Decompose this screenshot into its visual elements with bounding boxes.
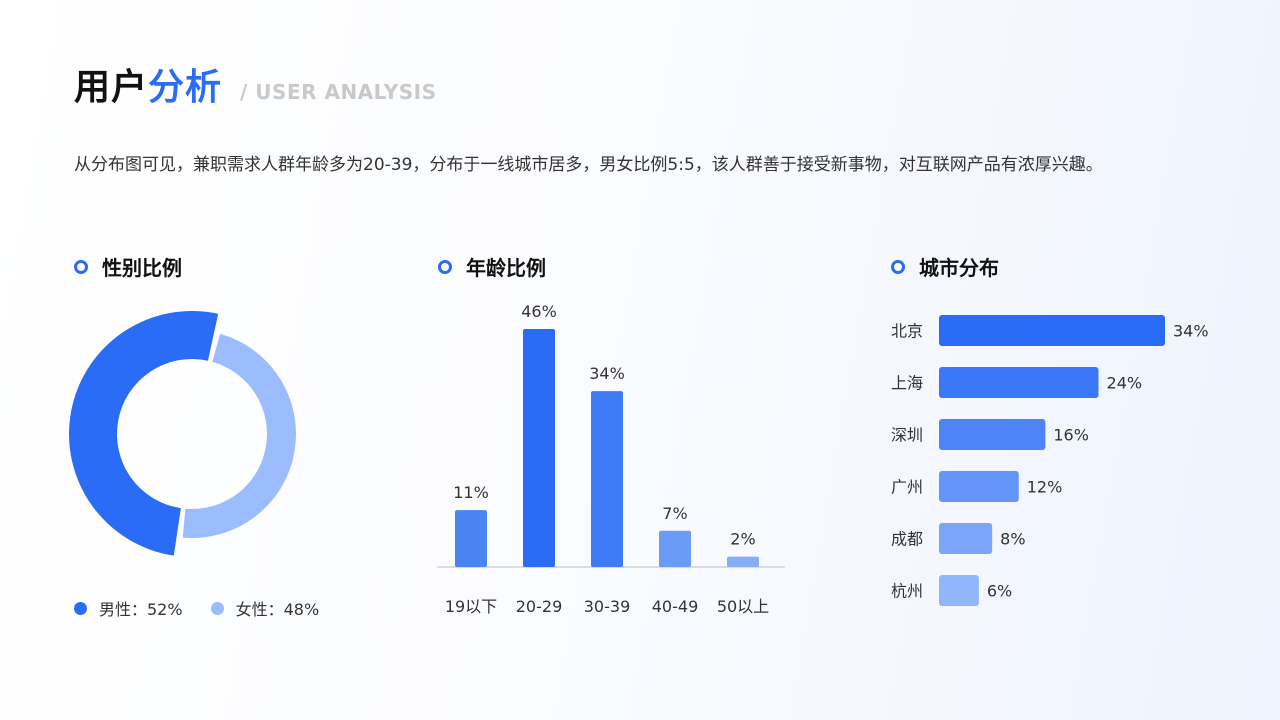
age-bar-value-label: 7% <box>662 504 687 523</box>
age-bar-value-label: 11% <box>453 483 489 502</box>
section-age: 年龄比例 <box>438 252 546 281</box>
section-city: 城市分布 <box>891 252 999 281</box>
city-bar <box>939 523 993 554</box>
age-bar <box>523 329 555 567</box>
city-bar-value-label: 6% <box>987 582 1012 601</box>
section-gender: 性别比例 <box>74 252 182 281</box>
city-category-label: 广州 <box>891 478 923 497</box>
city-category-label: 上海 <box>891 374 923 393</box>
age-bar <box>727 556 759 567</box>
age-bar-chart: 11% 19以下 46% 20-29 34% 30-39 7% 40-49 2% 50以上 <box>437 302 785 616</box>
age-bar <box>455 510 487 567</box>
city-bar-value-label: 12% <box>1027 478 1063 497</box>
city-bar-value-label: 24% <box>1107 374 1143 393</box>
age-bar-value-label: 46% <box>521 302 557 321</box>
city-bar-value-label: 8% <box>1000 530 1025 549</box>
legend-item-female: 女性：48% <box>210 596 320 620</box>
city-bar-value-label: 16% <box>1053 426 1089 445</box>
age-category-label: 20-29 <box>516 597 563 616</box>
page-title: 用户 <box>74 67 149 108</box>
city-bar <box>939 315 1165 346</box>
section-gender-title: 性别比例 <box>102 256 182 280</box>
donut-slice-female <box>182 333 297 538</box>
city-bar-chart: 北京 34% 上海 24% 深圳 16% 广州 12% 成都 8% 杭州 6% <box>891 315 1209 606</box>
legend-label-male: 男性：52% <box>99 600 183 619</box>
age-category-label: 40-49 <box>652 597 699 616</box>
age-category-label: 30-39 <box>584 597 631 616</box>
gender-legend: 男性：52% 女性：48% <box>74 596 347 620</box>
legend-swatch-female <box>210 601 224 615</box>
legend-swatch-male <box>74 601 87 615</box>
gender-donut-chart <box>68 310 297 556</box>
city-bar <box>939 419 1046 450</box>
ring-bullet-icon <box>438 259 452 274</box>
city-bar <box>939 471 1019 502</box>
age-bar <box>591 391 623 567</box>
city-bar <box>939 575 979 606</box>
city-category-label: 北京 <box>891 322 923 341</box>
page-subtitle: / USER ANALYSIS <box>240 80 437 104</box>
city-bar <box>939 367 1099 398</box>
age-category-label: 19以下 <box>445 597 497 616</box>
age-bar <box>659 530 691 567</box>
legend-label-female: 女性：48% <box>235 600 320 619</box>
page-description: 从分布图可见，兼职需求人群年龄多为20-39，分布于一线城市居多，男女比例5:5… <box>74 155 1103 175</box>
city-category-label: 成都 <box>891 530 923 549</box>
city-category-label: 杭州 <box>891 582 923 601</box>
ring-bullet-icon <box>891 259 905 274</box>
section-city-title: 城市分布 <box>919 256 999 280</box>
legend-item-male: 男性：52% <box>74 596 183 620</box>
age-bar-value-label: 34% <box>589 364 625 383</box>
donut-slice-male <box>68 310 219 556</box>
page-title-accent: 分析 <box>148 67 223 108</box>
city-bar-value-label: 34% <box>1173 322 1209 341</box>
age-category-label: 50以上 <box>717 597 769 616</box>
page-header: 用户 分析 / USER ANALYSIS <box>74 58 437 110</box>
age-bar-value-label: 2% <box>730 530 755 549</box>
ring-bullet-icon <box>74 259 88 274</box>
city-category-label: 深圳 <box>891 426 923 445</box>
section-age-title: 年龄比例 <box>466 256 546 280</box>
